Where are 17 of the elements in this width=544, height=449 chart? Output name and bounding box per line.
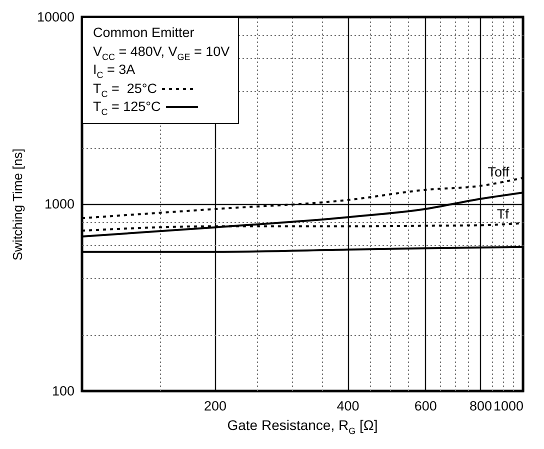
y-axis-title: Switching Time [ns]	[10, 148, 25, 260]
y-tick-label: 100	[52, 384, 74, 398]
annotation: Tf	[496, 206, 510, 222]
x-tick-label: 200	[204, 398, 227, 414]
annotation: V$_{CC}$ = 480V, V$_{GE}$ = 10V	[93, 42, 230, 62]
x-tick-label: 400	[336, 398, 360, 414]
legend-label: T$_{C}$ = 125°C	[93, 98, 161, 117]
x-tick-label: 800	[469, 398, 492, 414]
x-axis-title: Gate Resistance, R$_{G}$ [Ω]	[226, 417, 379, 436]
annotation: Toff	[488, 164, 510, 180]
x-tick-label: 600	[414, 398, 437, 414]
x-tick-label: 1000	[493, 398, 524, 414]
annotation: I$_{C}$ = 3A	[93, 61, 136, 80]
annotation: Common Emitter	[93, 24, 196, 42]
legend-label: T$_{C}$ = 25°C	[93, 80, 158, 98]
y-tick-label: 10000	[36, 10, 74, 24]
y-tick-label: 1000	[44, 196, 74, 212]
